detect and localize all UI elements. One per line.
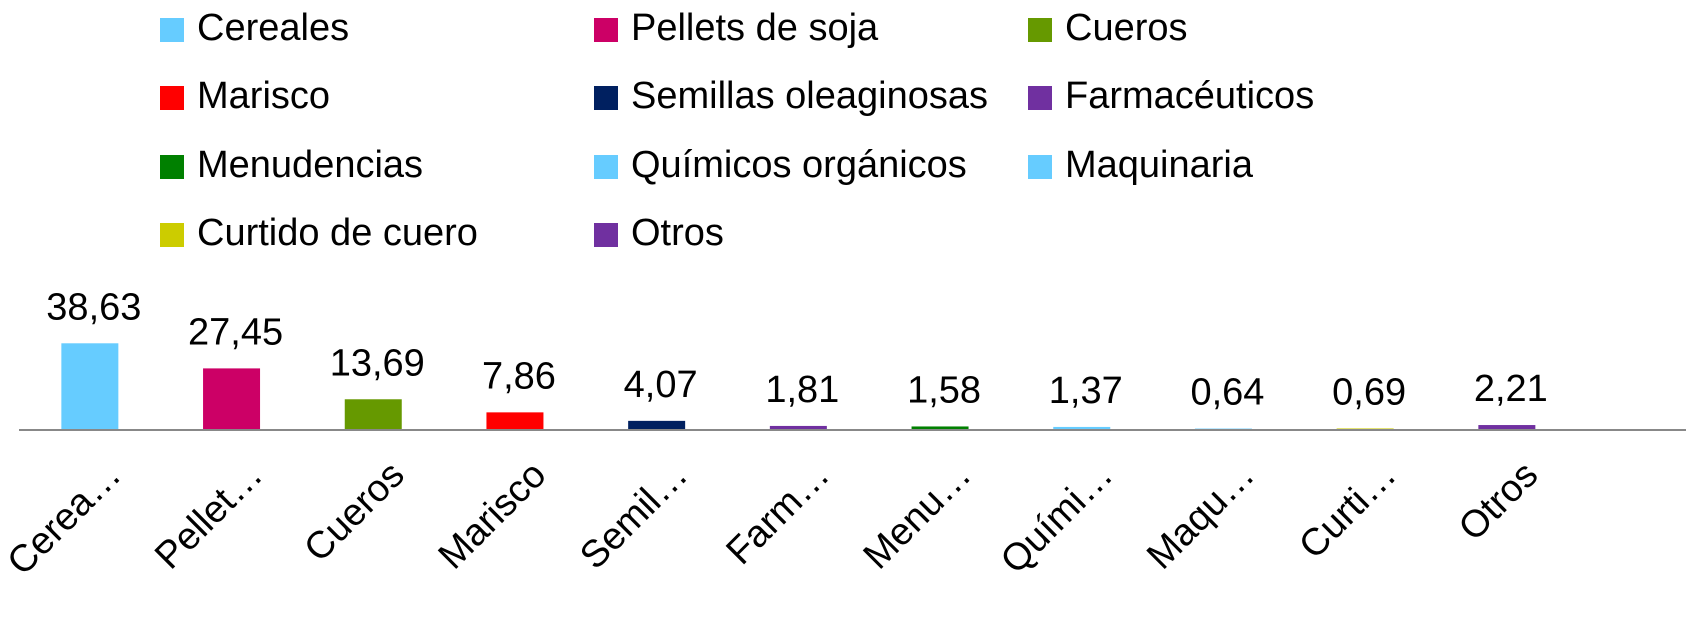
x-tick-label: Cerea… — [0, 454, 129, 584]
legend-swatch — [594, 223, 618, 247]
x-tick-label: Otros — [1451, 454, 1546, 549]
bar — [628, 420, 686, 430]
value-label: 27,45 — [188, 311, 283, 353]
value-label: 0,69 — [1332, 371, 1406, 413]
legend-label: Cueros — [1065, 7, 1188, 49]
legend-label: Maquinaria — [1065, 144, 1254, 186]
x-tick-label: Marisco — [431, 454, 555, 578]
bar — [61, 343, 119, 430]
value-label: 4,07 — [624, 364, 698, 406]
bar — [1053, 426, 1111, 430]
bar — [203, 368, 261, 430]
legend-label: Pellets de soja — [631, 7, 879, 49]
x-tick-label: Menu… — [856, 454, 980, 578]
x-tick-label: Cueros — [296, 454, 412, 570]
value-label: 2,21 — [1474, 368, 1548, 410]
legend-swatch — [160, 18, 184, 42]
value-label: 7,86 — [482, 355, 556, 397]
bar — [769, 425, 827, 430]
legend-swatch — [1028, 18, 1052, 42]
bar — [911, 426, 969, 430]
legend-label: Menudencias — [197, 144, 423, 186]
x-tick-label: Farm… — [719, 454, 838, 573]
legend-label: Químicos orgánicos — [631, 144, 967, 186]
bar — [344, 399, 402, 430]
legend-swatch — [160, 86, 184, 110]
value-label: 13,69 — [330, 342, 425, 384]
x-tick-label: Quími… — [993, 454, 1121, 582]
value-label: 1,81 — [765, 369, 839, 411]
legend-label: Farmacéuticos — [1065, 75, 1314, 117]
legend-swatch — [594, 18, 618, 42]
legend-swatch — [594, 155, 618, 179]
legend-label: Marisco — [197, 75, 330, 117]
value-label: 38,63 — [46, 286, 141, 328]
legend-swatch — [1028, 155, 1052, 179]
bar — [486, 412, 544, 430]
legend-swatch — [160, 155, 184, 179]
legend-label: Otros — [631, 212, 724, 254]
x-tick-label: Curti… — [1291, 454, 1404, 567]
legend-swatch — [160, 223, 184, 247]
bar — [1478, 425, 1536, 430]
x-tick-label: Semil… — [572, 454, 696, 578]
legend-label: Semillas oleaginosas — [631, 75, 988, 117]
value-label: 1,58 — [907, 369, 981, 411]
legend-label: Cereales — [197, 7, 349, 49]
legend-label: Curtido de cuero — [197, 212, 478, 254]
legend-swatch — [594, 86, 618, 110]
value-label: 1,37 — [1049, 370, 1123, 412]
value-label: 0,64 — [1190, 372, 1264, 414]
x-tick-label: Pellet… — [147, 454, 271, 578]
legend-swatch — [1028, 86, 1052, 110]
x-tick-label: Maqu… — [1139, 454, 1263, 578]
